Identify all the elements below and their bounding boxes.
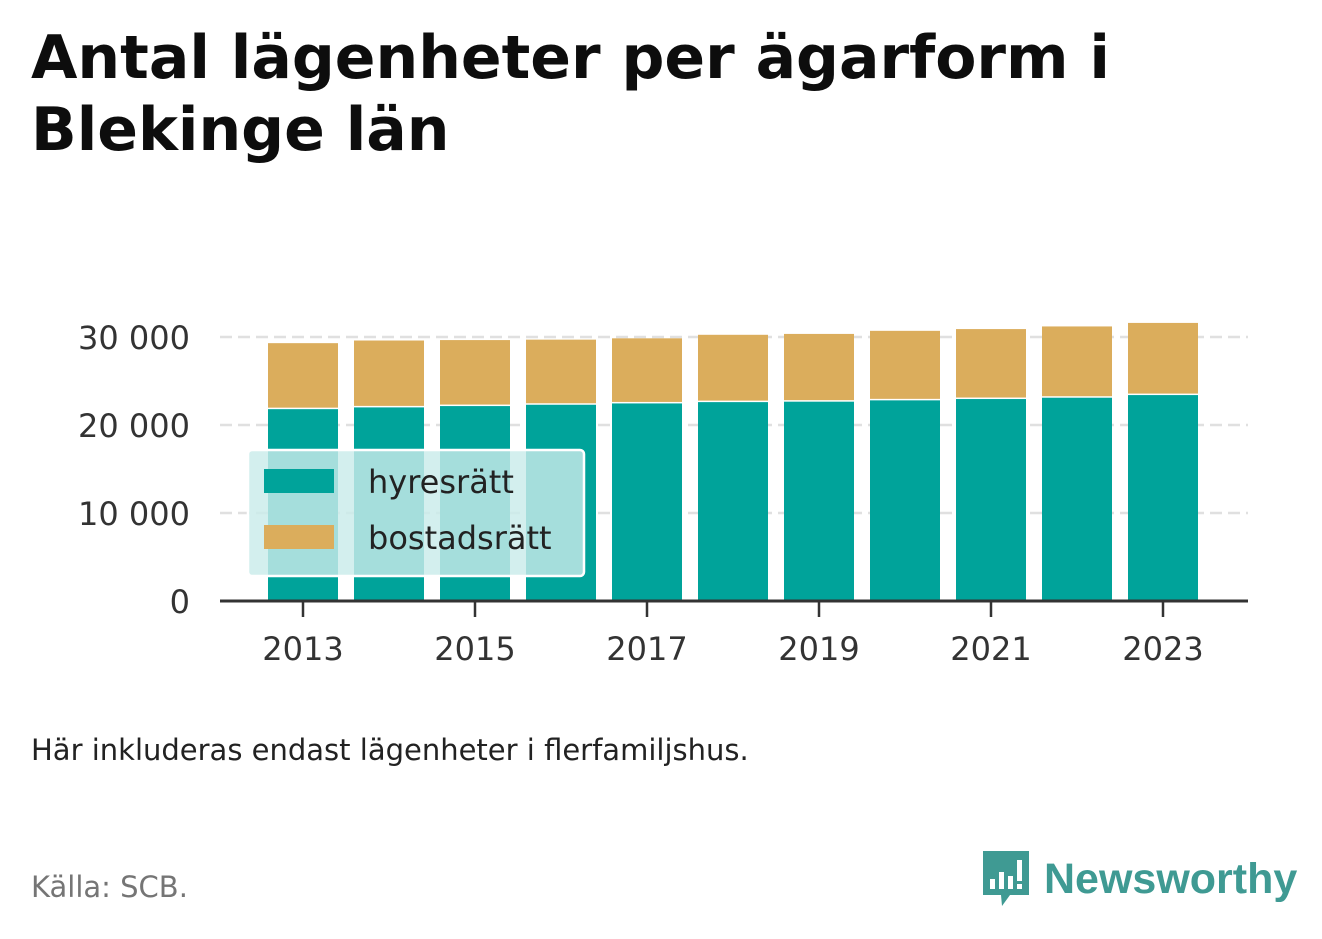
bar-bostadsratt xyxy=(1128,322,1198,394)
bar-bostadsratt xyxy=(440,340,510,405)
y-tick-label: 20 000 xyxy=(78,407,190,445)
bar-hyresratt xyxy=(1128,395,1198,601)
legend-swatch xyxy=(264,525,334,549)
bar-bostadsratt xyxy=(354,340,424,406)
bar-bostadsratt xyxy=(526,339,596,404)
bar-bostadsratt xyxy=(870,330,940,399)
legend-label: bostadsrätt xyxy=(368,519,552,557)
chart-title: Antal lägenheter per ägarform i Blekinge… xyxy=(31,23,1110,165)
bar-bostadsratt xyxy=(612,338,682,402)
bar-bostadsratt xyxy=(1042,326,1112,397)
source-text: Källa: SCB. xyxy=(31,870,188,904)
bar-hyresratt xyxy=(870,400,940,601)
x-tick-label: 2013 xyxy=(262,630,343,668)
bar-chart-bubble-icon xyxy=(983,851,1029,906)
bar-bostadsratt xyxy=(698,334,768,401)
bar-bostadsratt xyxy=(956,329,1026,398)
y-tick-label: 10 000 xyxy=(78,495,190,533)
x-tick-label: 2023 xyxy=(1122,630,1203,668)
legend-swatch xyxy=(264,469,334,493)
y-tick-label: 0 xyxy=(170,583,190,621)
bar-bostadsratt xyxy=(268,343,338,408)
x-tick-label: 2019 xyxy=(778,630,859,668)
bar-hyresratt xyxy=(1042,397,1112,601)
bar-hyresratt xyxy=(612,403,682,601)
legend: hyresrätt bostadsrätt xyxy=(246,448,586,578)
x-tick-label: 2017 xyxy=(606,630,687,668)
legend-label: hyresrätt xyxy=(368,463,514,501)
brand-name: Newsworthy xyxy=(1044,854,1298,903)
x-tick-label: 2021 xyxy=(950,630,1031,668)
brand-logo: Newsworthy xyxy=(980,848,1297,910)
x-tick-label: 2015 xyxy=(434,630,515,668)
chart-note: Här inkluderas endast lägenheter i flerf… xyxy=(31,733,749,767)
x-axis: 2013 2015 2017 2019 2021 2023 xyxy=(262,601,1204,668)
bar-hyresratt xyxy=(784,401,854,601)
bar-bostadsratt xyxy=(784,333,854,401)
bar-hyresratt xyxy=(956,399,1026,601)
bar-hyresratt xyxy=(698,402,768,601)
y-axis: 0 10 000 20 000 30 000 xyxy=(78,319,190,621)
y-tick-label: 30 000 xyxy=(78,319,190,357)
